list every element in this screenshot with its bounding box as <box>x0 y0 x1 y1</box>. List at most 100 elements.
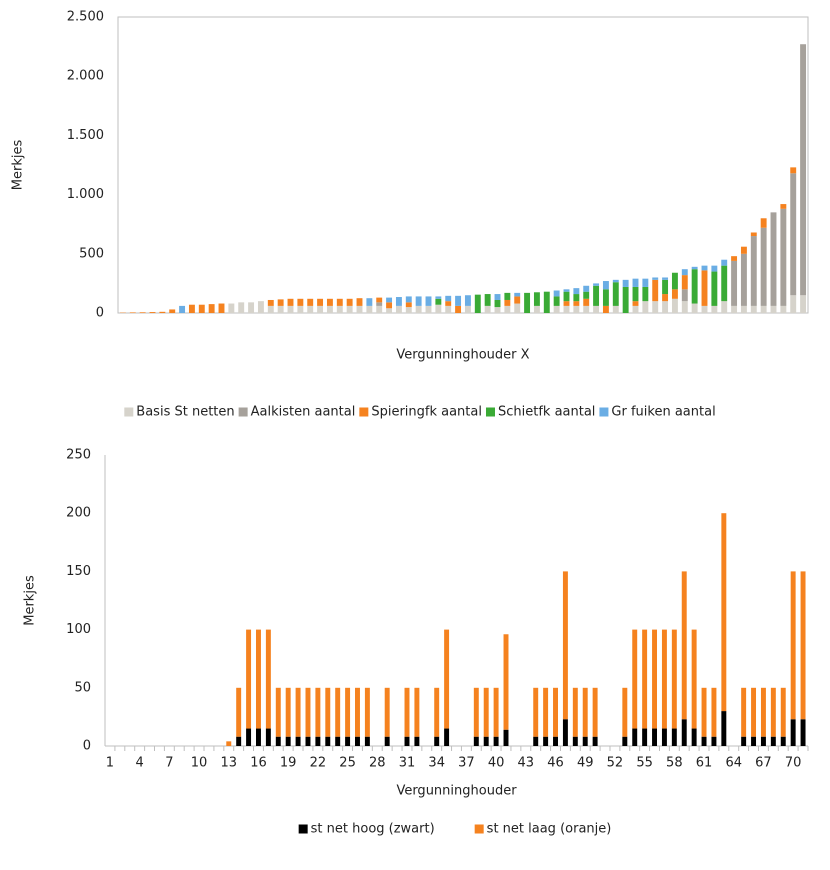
bar-segment <box>434 687 440 737</box>
bar-segment <box>770 687 776 737</box>
bar-segment <box>503 634 509 730</box>
bar-segment <box>484 294 491 306</box>
bar-segment <box>553 687 558 737</box>
bar-segment <box>455 305 462 313</box>
bar-segment <box>179 305 186 313</box>
bar-segment <box>326 305 333 313</box>
bar-segment <box>317 298 324 306</box>
legend-label: st net laag (oranje) <box>487 822 612 837</box>
bar-segment <box>671 728 677 746</box>
bar-segment <box>770 305 777 313</box>
bar-segment <box>404 687 410 737</box>
bar-segment <box>553 290 560 297</box>
bar-segment <box>464 295 471 306</box>
bar-segment <box>701 265 708 271</box>
bar-segment <box>751 736 757 746</box>
bar-segment <box>445 301 452 306</box>
bar-segment <box>415 305 422 313</box>
bar-segment <box>159 311 166 313</box>
bar-segment <box>731 256 738 261</box>
bar-segment <box>701 305 708 313</box>
bar-segment <box>770 212 777 306</box>
bar-segment <box>780 305 787 313</box>
y-axis-title: Merkjes <box>11 140 26 191</box>
bar-segment <box>464 305 471 313</box>
bar-segment <box>760 687 766 737</box>
bar-segment <box>236 687 242 737</box>
bar-segment <box>493 736 499 746</box>
bar-segment <box>473 736 479 746</box>
bar-segment <box>612 279 619 283</box>
bar-segment <box>562 719 568 746</box>
bar-segment <box>218 303 225 313</box>
bar-segment <box>514 303 521 313</box>
bar-segment <box>435 298 442 305</box>
bar-segment <box>632 728 638 746</box>
bar-segment <box>514 292 521 297</box>
bar-segment <box>632 286 639 302</box>
bar-segment <box>790 173 797 296</box>
bar-segment <box>533 292 540 306</box>
x-tick-label: 1 <box>106 756 114 771</box>
bar-segment <box>691 728 697 746</box>
bar-segment <box>671 629 677 729</box>
legend-label: Aalkisten aantal <box>251 405 356 420</box>
x-tick-label: 25 <box>339 756 356 771</box>
bar-segment <box>325 687 331 737</box>
bar-segment <box>355 736 360 746</box>
x-tick-label: 49 <box>577 756 594 771</box>
bar-segment <box>305 687 311 737</box>
x-tick-label: 55 <box>636 756 653 771</box>
y-axis-title: Merkjes <box>23 575 38 626</box>
bar-segment <box>780 736 786 746</box>
x-tick-label: 67 <box>755 756 772 771</box>
bar-segment <box>593 285 600 306</box>
bar-segment <box>662 277 669 280</box>
bar-segment <box>483 736 489 746</box>
bar-segment <box>662 301 669 313</box>
y-tick-label: 150 <box>66 564 91 579</box>
bar-segment <box>800 44 807 296</box>
bar-segment <box>573 305 580 313</box>
bar-segment <box>414 687 420 737</box>
bar-segment <box>395 297 402 306</box>
bar-segment <box>315 687 321 737</box>
bar-segment <box>701 270 708 306</box>
bar-segment <box>275 687 281 737</box>
bar-segment <box>246 629 252 729</box>
legend-swatch <box>485 407 495 417</box>
bar-segment <box>444 629 450 729</box>
bar-segment <box>514 296 521 304</box>
bar-segment <box>287 298 294 306</box>
bar-segment <box>336 305 343 313</box>
bar-segment <box>701 687 707 737</box>
bar-segment <box>366 305 373 313</box>
plot-frame <box>117 16 809 314</box>
bar-segment <box>721 711 727 746</box>
bar-segment <box>671 289 678 299</box>
legend-label: Spieringfk aantal <box>371 405 482 420</box>
bar-segment <box>652 629 658 729</box>
bar-segment <box>562 571 568 720</box>
bar-segment <box>711 271 718 306</box>
x-tick-label: 10 <box>191 756 208 771</box>
x-axis-title: Vergunninghouder X <box>396 348 529 363</box>
bar-segment <box>265 629 271 729</box>
bar-segment <box>790 719 796 746</box>
bar-segment <box>325 736 331 746</box>
bar-segment <box>434 736 440 746</box>
x-tick-label: 58 <box>666 756 683 771</box>
bar-segment <box>582 687 588 737</box>
bar-segment <box>533 687 539 737</box>
y-tick-label: 2.500 <box>67 10 104 25</box>
x-tick-label: 64 <box>725 756 742 771</box>
bar-segment <box>208 304 215 313</box>
bar-segment <box>435 304 442 313</box>
bar-segment <box>493 687 499 737</box>
bar-segment <box>405 307 412 313</box>
x-tick-label: 19 <box>280 756 297 771</box>
bar-segment <box>425 296 432 306</box>
bar-segment <box>364 736 370 746</box>
bar-segment <box>760 227 767 306</box>
bar-segment <box>364 687 370 737</box>
